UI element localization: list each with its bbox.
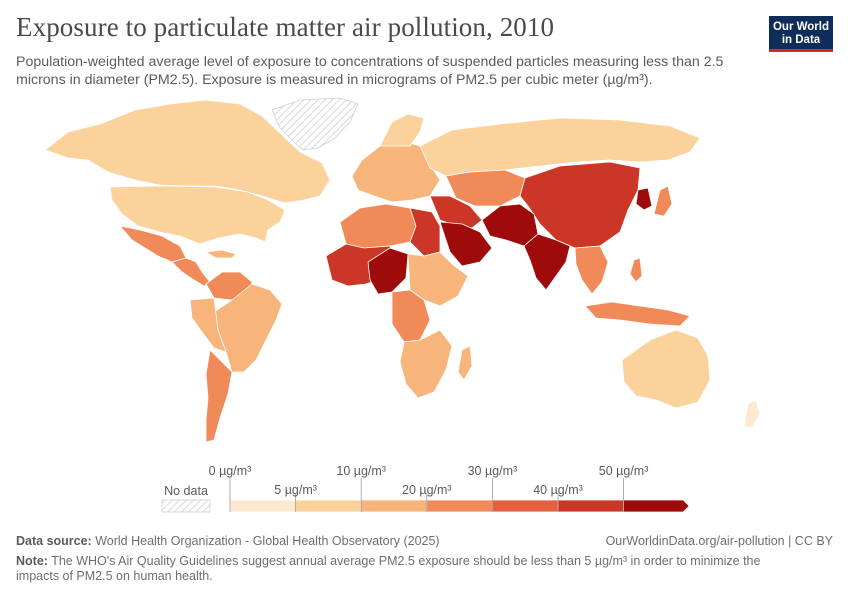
region-southeast-asia[interactable]: [574, 245, 609, 295]
region-greenland[interactable]: [271, 97, 359, 151]
legend-tick-label-6: 50 µg/m³: [599, 464, 649, 478]
region-india[interactable]: [523, 233, 571, 291]
region-philippines[interactable]: [629, 257, 643, 283]
legend-tick-label-2: 10 µg/m³: [336, 464, 386, 478]
region-japan[interactable]: [653, 185, 673, 217]
source-url[interactable]: OurWorldinData.org/air-pollution | CC BY: [605, 534, 833, 548]
legend-bin-5[interactable]: [557, 499, 624, 513]
region-caribbean[interactable]: [205, 249, 237, 259]
legend-tick-label-5: 40 µg/m³: [533, 483, 583, 497]
note-line: Note: The WHO's Air Quality Guidelines s…: [16, 554, 796, 584]
logo-line-2: in Data: [781, 34, 821, 46]
region-united-states[interactable]: [109, 185, 286, 245]
region-southern-africa[interactable]: [399, 329, 453, 399]
legend-tick-label-0: 0 µg/m³: [209, 464, 252, 478]
region-scandinavia[interactable]: [379, 113, 425, 147]
logo-line-1: Our World: [772, 21, 829, 33]
region-new-zealand[interactable]: [743, 399, 761, 429]
legend-tick-label-1: 5 µg/m³: [274, 483, 317, 497]
legend-tick-label-4: 30 µg/m³: [468, 464, 518, 478]
region-middle-east[interactable]: [429, 195, 483, 229]
data-source-label: Data source:: [16, 534, 92, 548]
note-label: Note:: [16, 554, 48, 568]
region-southern-cone[interactable]: [205, 349, 233, 443]
region-arabian-peninsula[interactable]: [439, 221, 493, 267]
owid-logo[interactable]: Our World in Data: [769, 16, 833, 52]
region-china[interactable]: [519, 161, 641, 249]
chart-title: Exposure to particulate matter air pollu…: [16, 12, 555, 42]
region-madagascar[interactable]: [457, 345, 473, 381]
region-canada-alaska[interactable]: [44, 99, 331, 204]
legend-bin-0[interactable]: [229, 499, 296, 513]
chart-subtitle: Population-weighted average level of exp…: [16, 54, 724, 88]
region-korea[interactable]: [635, 187, 653, 211]
region-indonesia[interactable]: [584, 301, 691, 327]
legend-bin-1[interactable]: [295, 499, 362, 513]
legend-no-data-swatch[interactable]: [161, 499, 211, 513]
region-nigeria-chad[interactable]: [367, 247, 409, 295]
legend-bin-3[interactable]: [426, 499, 493, 513]
data-source-text[interactable]: World Health Organization - Global Healt…: [95, 534, 440, 548]
region-andean[interactable]: [189, 297, 227, 353]
note-text: The WHO's Air Quality Guidelines suggest…: [16, 554, 761, 583]
legend-no-data-label: No data: [164, 484, 208, 498]
region-central-africa[interactable]: [391, 289, 431, 343]
data-source-line: Data source: World Health Organization -…: [16, 534, 440, 549]
legend-bin-4[interactable]: [491, 499, 559, 513]
legend-bin-6[interactable]: [623, 499, 690, 513]
legend-bin-2[interactable]: [360, 499, 428, 513]
legend-tick-label-3: 20 µg/m³: [402, 483, 452, 497]
region-australia[interactable]: [621, 329, 711, 409]
